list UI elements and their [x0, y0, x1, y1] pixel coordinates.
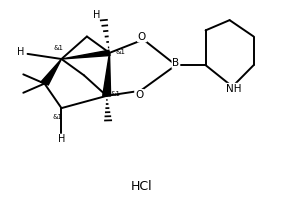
Text: H: H	[93, 10, 101, 20]
Text: H: H	[17, 47, 24, 57]
Text: &1: &1	[52, 114, 62, 120]
Text: HCl: HCl	[131, 180, 153, 193]
Polygon shape	[41, 59, 61, 85]
Text: &1: &1	[111, 91, 121, 97]
Polygon shape	[103, 53, 111, 96]
Polygon shape	[61, 50, 110, 59]
Text: O: O	[135, 90, 143, 100]
Text: O: O	[138, 32, 146, 41]
Text: H: H	[58, 134, 65, 144]
Text: &1: &1	[54, 45, 64, 51]
Text: &1: &1	[115, 49, 125, 55]
Text: NH: NH	[226, 84, 242, 94]
Text: B: B	[172, 58, 179, 68]
